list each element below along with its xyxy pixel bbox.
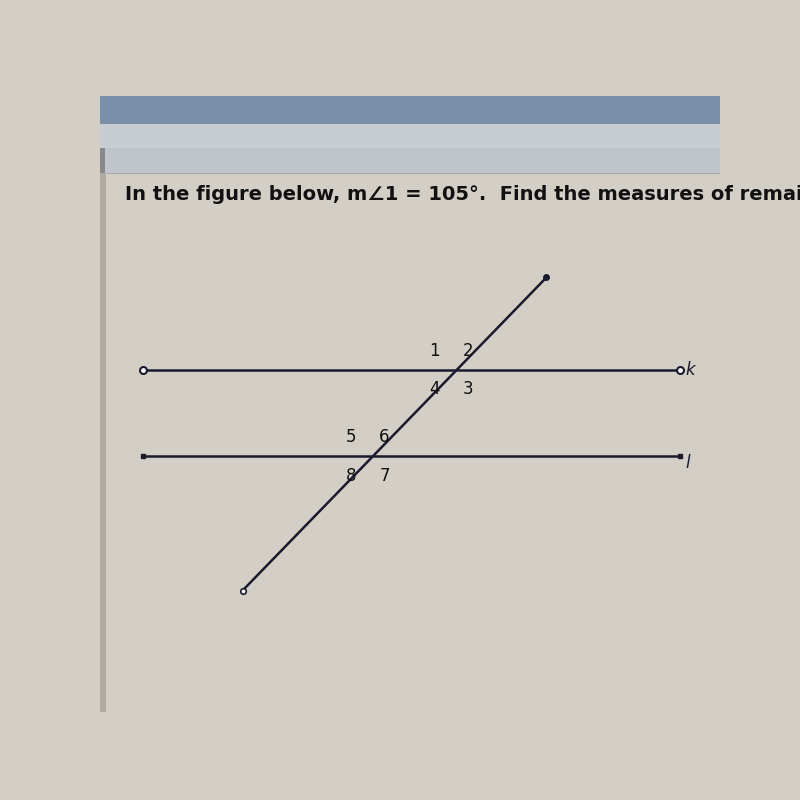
Text: 3: 3 [463, 380, 474, 398]
Text: 5: 5 [346, 428, 356, 446]
Text: 1: 1 [429, 342, 440, 360]
Text: In the figure below, m∠1 = 105°.  Find the measures of remaining angles.: In the figure below, m∠1 = 105°. Find th… [125, 185, 800, 204]
Text: 6: 6 [379, 428, 390, 446]
Text: 4: 4 [430, 380, 440, 398]
Text: k: k [686, 361, 695, 379]
Text: 7: 7 [379, 466, 390, 485]
Bar [100, 173, 106, 712]
Text: 2: 2 [463, 342, 474, 360]
Text: l: l [686, 454, 690, 471]
Text: 8: 8 [346, 466, 356, 485]
Bar [100, 124, 720, 148]
Bar [100, 148, 105, 173]
Text: Question 4: Question 4 [115, 153, 208, 168]
Text: .com/courses/10173/quizzes/296668/take: .com/courses/10173/quizzes/296668/take [106, 130, 384, 142]
Bar [100, 148, 720, 173]
Bar [100, 96, 720, 124]
